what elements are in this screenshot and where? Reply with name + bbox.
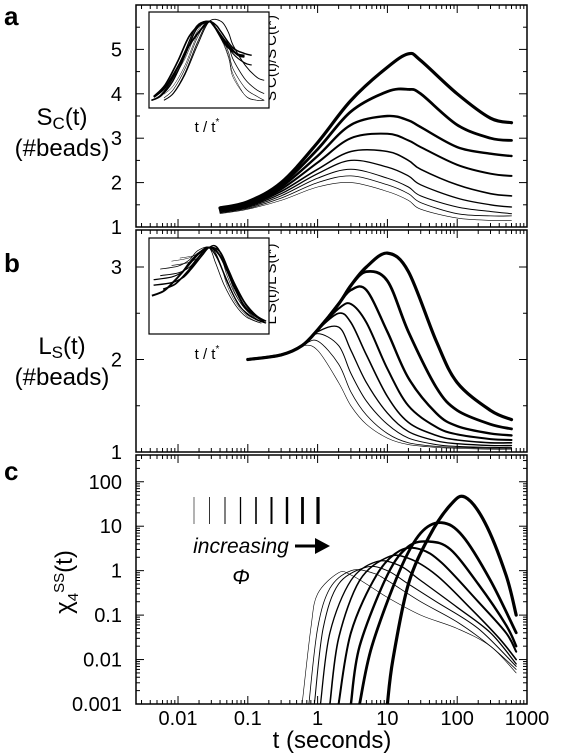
panel-b-curves xyxy=(246,251,514,450)
panel-a-series-line-5 xyxy=(219,149,513,212)
panel-c-ylabel-main: χ xyxy=(51,601,78,614)
x-tick-label: 10 xyxy=(376,708,398,730)
y-tick-label: 0.01 xyxy=(83,650,122,672)
x-tick-label: 0.01 xyxy=(159,708,198,730)
inset-a-curve-8 xyxy=(153,20,245,98)
panel-b-ylabel-tail: (t) xyxy=(63,333,86,360)
y-tick-label: 4 xyxy=(111,84,122,106)
panel-a-series-line-7 xyxy=(218,114,513,211)
panel-a-series-line-3 xyxy=(219,168,512,215)
inset-b-curve-9 xyxy=(151,246,265,323)
inset-b-curve-4 xyxy=(160,246,262,324)
y-tick-label: 3 xyxy=(111,257,122,279)
panel-c-label: c xyxy=(4,456,18,486)
panel-c-frame xyxy=(135,454,528,705)
panel-b-series-line-7 xyxy=(246,285,513,437)
inset-b-curve-8 xyxy=(162,246,259,318)
panel-b-ylabel-sub: S xyxy=(52,343,63,362)
y-tick-label: 5 xyxy=(111,39,122,61)
panel-c-series-line-9 xyxy=(385,494,518,704)
panel-b-ylabel-unit: (#beads) xyxy=(15,364,110,391)
x-tick-label: 100 xyxy=(441,708,474,730)
annotation-arrow-head xyxy=(315,538,330,554)
panel-a-ylabel-unit: (#beads) xyxy=(15,135,110,162)
x-tick-label: 1000 xyxy=(505,708,550,730)
inset-a-curve-9 xyxy=(153,20,245,98)
insets-layer xyxy=(148,11,270,335)
panel-b-series-line-5 xyxy=(247,312,513,444)
panel-a-series-line-1 xyxy=(219,182,512,221)
y-tick-label: 1 xyxy=(111,561,122,583)
panel-c-series-line-1 xyxy=(301,571,517,704)
y-tick-label: 10 xyxy=(100,516,122,538)
panel-a-curves xyxy=(218,51,514,221)
y-tick-label: 1 xyxy=(111,442,122,464)
inset-a-curve-5 xyxy=(163,18,265,101)
panel-a-ylabel-tail: (t) xyxy=(65,104,88,131)
inset-b-xlabel-main: t / t xyxy=(195,346,217,363)
x-tick-label: 1 xyxy=(312,708,323,730)
panel-a-series-line-6 xyxy=(219,132,513,212)
panel-c-series-line-2 xyxy=(308,569,517,704)
panel-c-series-line-5 xyxy=(329,554,517,704)
panel-a-ylabel-sub: C xyxy=(53,114,65,133)
panel-b-ylabel-main: L xyxy=(38,333,51,360)
panel-a-ylabel-main: S xyxy=(37,104,53,131)
panel-b-series-line-2 xyxy=(247,339,512,449)
panel-c-curves xyxy=(301,494,518,704)
y-tick-label: 0.001 xyxy=(72,694,122,716)
panel-c-ylabel: χ4SS(t) xyxy=(51,550,82,614)
panel-a-series-line-4 xyxy=(219,159,513,213)
panel-c-series-line-4 xyxy=(319,560,517,704)
panel-c-series-line-3 xyxy=(313,565,517,704)
panel-c-ylabel-tail: (t) xyxy=(51,550,78,573)
panel-a-ylabel: SC(t) xyxy=(37,104,88,133)
inset-a-xlabel-sup: * xyxy=(215,117,219,128)
panel-c-ylabel-sub: 4 xyxy=(65,593,82,601)
panel-b-series-line-6 xyxy=(246,302,513,441)
inset-a-frame xyxy=(148,11,270,109)
panel-c-series-line-8 xyxy=(358,521,518,704)
legend-line-widths xyxy=(193,497,320,524)
panel-c-series-line-7 xyxy=(349,540,518,704)
x-axis-label: t (seconds) xyxy=(273,727,392,754)
x-tick-label: 0.1 xyxy=(234,708,262,730)
increasing-annotation: increasing xyxy=(193,535,289,558)
y-tick-label: 1 xyxy=(111,217,122,239)
inset-b-xlabel: t / t* xyxy=(195,344,220,363)
y-tick-label: 3 xyxy=(111,128,122,150)
panel-b-frame xyxy=(135,229,528,453)
inset-b-xlabel-sup: * xyxy=(215,344,219,355)
panel-b-series-line-9 xyxy=(246,251,514,422)
panel-b-ylabel: LS(t) xyxy=(38,333,85,362)
inset-a-xlabel-main: t / t xyxy=(195,119,217,136)
axes-layer: 0.01 0.1 1 10 100 1000 1 2 3 4 5 1 2 3 0.001 0.01 0.1 1 10… xyxy=(72,4,550,730)
y-tick-label: 2 xyxy=(111,173,122,195)
panel-b-label: b xyxy=(4,248,20,278)
y-tick-label: 2 xyxy=(111,350,122,372)
y-tick-label: 0.1 xyxy=(94,605,122,627)
inset-a-xlabel: t / t* xyxy=(195,117,220,136)
phi-annotation: Φ xyxy=(232,566,250,589)
y-tick-label: 100 xyxy=(89,472,122,494)
panel-a-series-line-9 xyxy=(218,51,514,210)
panel-c-ylabel-sup: SS xyxy=(51,573,68,593)
panel-a-label: a xyxy=(4,1,19,31)
panel-c-series-line-6 xyxy=(337,546,518,704)
panel-a-series-line-2 xyxy=(219,175,512,217)
